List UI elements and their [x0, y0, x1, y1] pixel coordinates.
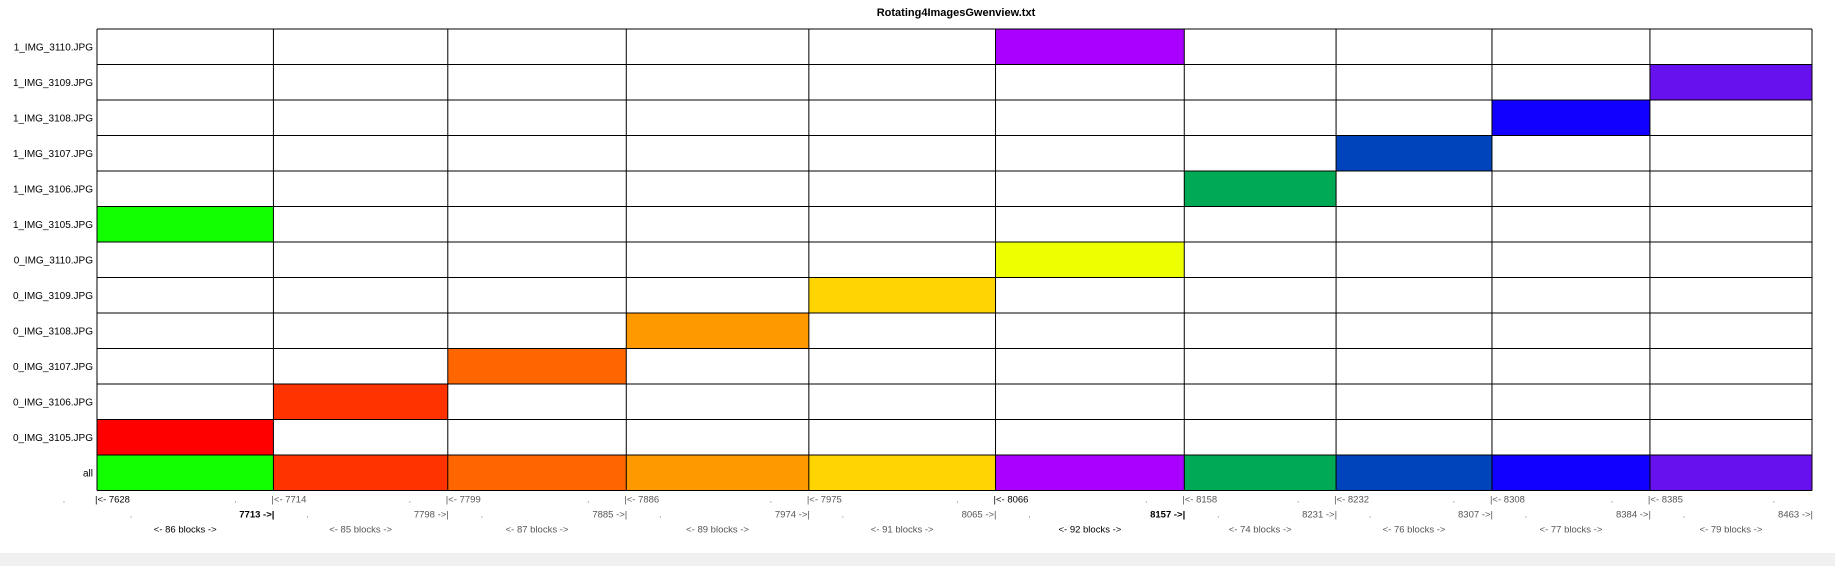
axis-dot: .: [770, 495, 773, 506]
segment-start-label: |<- 8232: [1334, 495, 1369, 506]
all-row-cell: [1491, 455, 1650, 491]
segment-start-label: |<- 8066: [994, 495, 1029, 506]
segment-end-label: 7798 ->|: [414, 510, 449, 521]
segment-blocks-label: <- 87 blocks ->: [506, 525, 569, 536]
row-labels: 1_IMG_3110.JPG 1_IMG_3109.JPG 1_IMG_3108.J…: [13, 42, 93, 479]
all-row-cell: [273, 455, 448, 491]
row-label: 1_IMG_3105.JPG: [13, 220, 93, 231]
segment-start-label: |<- 7886: [624, 495, 659, 506]
window-footer: [0, 553, 1835, 566]
segment-start-label: |<- 8158: [1182, 495, 1217, 506]
axis-dot: .: [1773, 495, 1776, 506]
axis-dot: .: [480, 510, 483, 521]
segment-end-label: 8307 ->|: [1458, 510, 1493, 521]
heatmap-cell: [1184, 171, 1337, 207]
chart-svg: Rotating4ImagesGwenview.txt 1_IMG_3110.J…: [13, 7, 1813, 536]
chart-title: Rotating4ImagesGwenview.txt: [877, 7, 1036, 19]
segment-blocks-label: <- 89 blocks ->: [686, 525, 749, 536]
axis-dot: .: [659, 510, 662, 521]
all-row-cell: [808, 455, 996, 491]
heatmap-cell: [1491, 100, 1650, 136]
row-label: 0_IMG_3110.JPG: [14, 255, 94, 266]
axis-dot: .: [63, 495, 66, 506]
all-row-cell: [447, 455, 627, 491]
gridlines: [96, 28, 1813, 491]
all-row-cell: [995, 455, 1185, 491]
axis-dot: .: [956, 495, 959, 506]
heatmap-cell: [808, 277, 996, 313]
segment-end-label: 7713 ->|: [239, 510, 274, 521]
all-row-cell: [1336, 455, 1492, 491]
segment-end-label: 7885 ->|: [592, 510, 627, 521]
segment-blocks-label: <- 77 blocks ->: [1540, 525, 1603, 536]
segment-start-label: |<- 7628: [95, 495, 130, 506]
axis-dot: .: [1145, 495, 1148, 506]
axis-dot: .: [234, 495, 237, 506]
heatmap-cell: [1649, 64, 1812, 100]
heatmap-cell: [626, 313, 809, 349]
heatmap-cell: [995, 29, 1185, 65]
heatmap-cell: [97, 206, 274, 242]
heatmap-cell: [97, 419, 274, 455]
row-label: 1_IMG_3109.JPG: [13, 78, 93, 89]
all-row-cell: [97, 455, 274, 491]
segment-blocks-label: <- 79 blocks ->: [1700, 525, 1763, 536]
axis-dot: .: [306, 510, 309, 521]
segment-blocks-label: <- 74 blocks ->: [1229, 525, 1292, 536]
segment-end-label: 8384 ->|: [1616, 510, 1651, 521]
row-label: 0_IMG_3106.JPG: [13, 397, 93, 408]
segment-end-label: 8463 ->|: [1778, 510, 1813, 521]
axis-dot: .: [1611, 495, 1614, 506]
heatmap-cell: [273, 384, 448, 420]
segment-end-label: 8231 ->|: [1302, 510, 1337, 521]
block-axis-labels: . |<- 7628.. 7713 ->|<- 86 blocks ->|<- 77…: [63, 495, 1813, 536]
row-label: 0_IMG_3109.JPG: [13, 291, 93, 302]
row-label: 1_IMG_3107.JPG: [13, 149, 93, 160]
row-label: all: [83, 468, 93, 479]
row-label: 0_IMG_3108.JPG: [13, 326, 93, 337]
segment-blocks-label: <- 86 blocks ->: [154, 525, 217, 536]
segment-start-label: |<- 7799: [446, 495, 481, 506]
all-row-cell: [1649, 455, 1812, 491]
axis-dot: .: [1683, 510, 1686, 521]
axis-dot: .: [1525, 510, 1528, 521]
segment-blocks-label: <- 91 blocks ->: [871, 525, 934, 536]
row-label: 1_IMG_3110.JPG: [14, 42, 94, 53]
axis-dot: .: [1453, 495, 1456, 506]
row-label: 0_IMG_3105.JPG: [13, 433, 93, 444]
segment-blocks-label: <- 85 blocks ->: [329, 525, 392, 536]
row-label: 1_IMG_3108.JPG: [13, 113, 93, 124]
axis-dot: .: [842, 510, 845, 521]
heatmap-cell: [447, 348, 627, 384]
axis-dot: .: [1369, 510, 1372, 521]
axis-dot: .: [1028, 510, 1031, 521]
heatmap-cells: [97, 29, 1812, 491]
segment-start-label: |<- 8308: [1490, 495, 1525, 506]
all-row-cell: [626, 455, 809, 491]
segment-start-label: |<- 8385: [1648, 495, 1683, 506]
axis-dot: .: [408, 495, 411, 506]
axis-dot: .: [1297, 495, 1300, 506]
segment-blocks-label: <- 92 blocks ->: [1058, 525, 1121, 536]
heatmap-cell: [995, 242, 1185, 278]
segment-blocks-label: <- 76 blocks ->: [1383, 525, 1446, 536]
axis-dot: .: [1217, 510, 1220, 521]
segment-start-label: |<- 7975: [807, 495, 842, 506]
heatmap-cell: [1336, 135, 1492, 171]
segment-end-label: 7974 ->|: [775, 510, 810, 521]
axis-dot: .: [130, 510, 133, 521]
axis-dot: .: [587, 495, 590, 506]
segment-end-label: 8065 ->|: [962, 510, 997, 521]
row-label: 1_IMG_3106.JPG: [13, 184, 93, 195]
row-label: 0_IMG_3107.JPG: [13, 362, 93, 373]
segment-end-label: 8157 ->|: [1150, 510, 1185, 521]
segment-start-label: |<- 7714: [271, 495, 306, 506]
all-row-cell: [1184, 455, 1337, 491]
